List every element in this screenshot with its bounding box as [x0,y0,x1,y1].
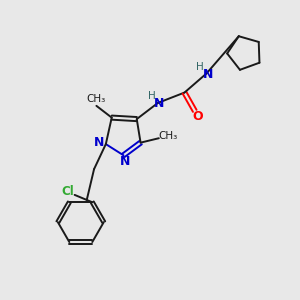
Text: N: N [203,68,213,80]
Text: N: N [94,136,104,149]
Text: H: H [196,62,204,72]
Text: CH₃: CH₃ [159,131,178,141]
Text: N: N [154,97,165,110]
Text: H: H [148,92,155,101]
Text: O: O [192,110,203,123]
Text: N: N [120,155,130,168]
Text: Cl: Cl [62,185,74,198]
Text: CH₃: CH₃ [86,94,105,104]
